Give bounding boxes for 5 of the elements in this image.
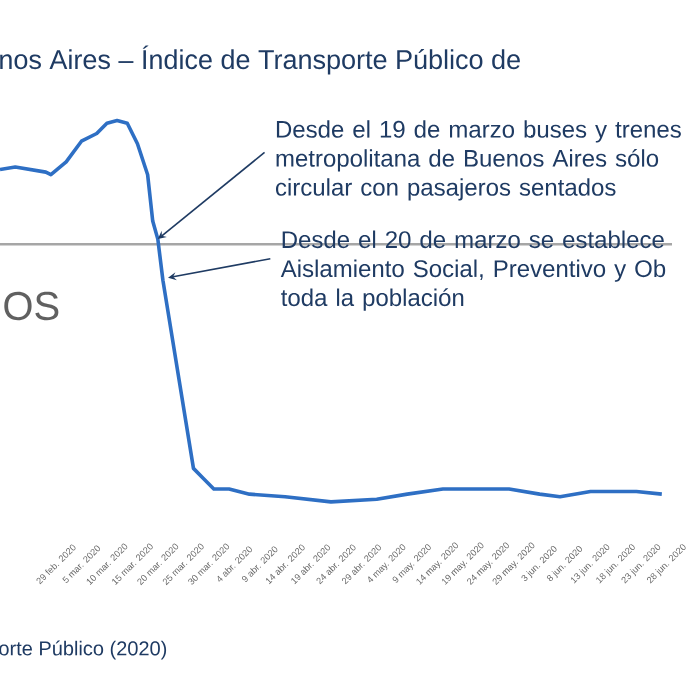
chart-title: nos Aires – Índice de Transporte Público de	[0, 45, 520, 75]
text: orte Público (2020)	[0, 640, 167, 660]
annotation: Desde el 20 de marzo se establece Aislamiento Social, Preventivo y Ob toda la población	[280, 230, 666, 311]
annotation: Desde el 19 de marzo buses y trenes metropolitana de Buenos Aires sólo circular con pasajeros sentados	[275, 120, 681, 201]
annotation: OS	[4, 291, 59, 321]
